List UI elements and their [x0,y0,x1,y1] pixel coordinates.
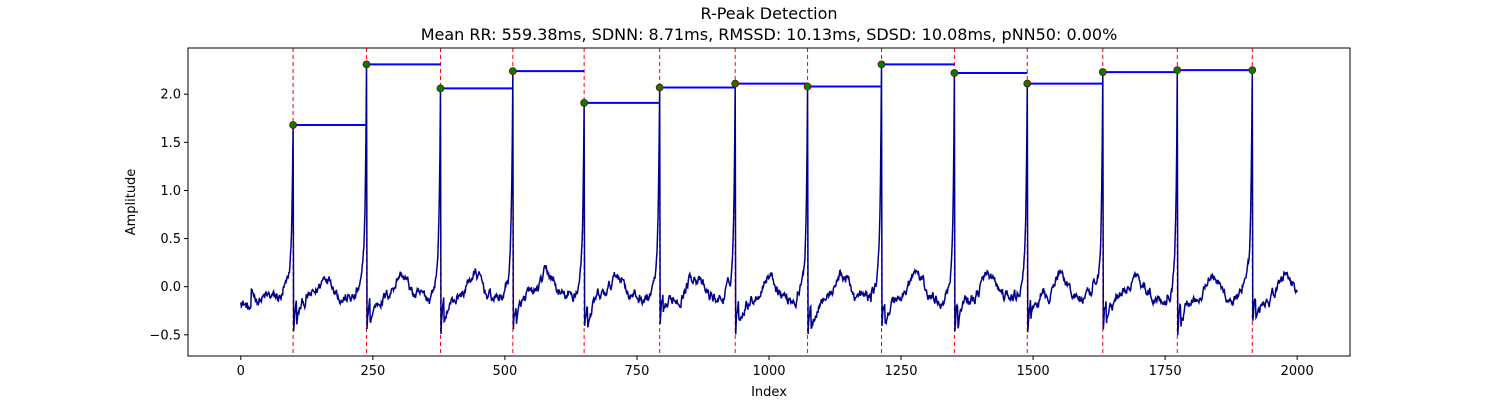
peak-marker [580,98,589,107]
x-tick-label: 500 [492,364,517,379]
axes-frame [187,47,1351,357]
peak-marker [289,121,298,129]
x-tick-label: 2000 [1281,364,1314,379]
x-tick-label: 1500 [1017,364,1050,379]
peak-marker [1173,66,1182,75]
x-tick-label: 0 [237,364,245,379]
peak-marker [508,67,517,75]
peak-marker [436,84,445,93]
x-tick-label: 1750 [1149,364,1182,379]
plot-area [240,48,1298,356]
x-tick-label: 1250 [884,364,917,379]
y-tick-label: −0.5 [149,328,181,343]
x-axis-label: Index [751,385,787,400]
axis-ticks: 0 250 500 750 1000 1250 1500 1750 2000 −0.5 0.0 0.5… [149,88,1313,379]
peak-marker [655,83,664,92]
y-tick-label: 0.5 [160,232,181,247]
peak-marker [950,69,959,77]
y-tick-label: 2.0 [160,88,181,103]
chart-subtitle: Mean RR: 559.38ms, SDNN: 8.71ms, RMSSD: … [421,25,1118,44]
x-tick-label: 1000 [752,364,785,379]
peak-marker [362,60,371,69]
x-tick-label: 750 [625,364,650,379]
peak-marker [1023,79,1032,88]
y-axis-label: Amplitude [124,169,139,236]
ecg-signal-line [240,64,1298,336]
y-tick-label: 1.5 [160,136,181,151]
x-tick-label: 250 [360,364,385,379]
chart-title: R-Peak Detection [700,4,837,23]
peak-marker [1098,68,1107,76]
peak-marker [731,79,740,88]
peak-marker [803,82,812,91]
peak-marker [877,60,886,69]
peak-marker [1248,66,1257,75]
y-tick-label: 1.0 [160,184,181,199]
y-tick-label: 0.0 [160,280,181,295]
